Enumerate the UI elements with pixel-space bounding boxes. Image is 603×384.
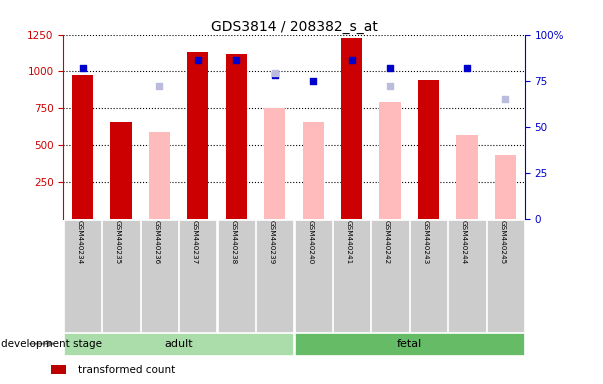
- Text: GSM440237: GSM440237: [192, 220, 198, 265]
- Text: fetal: fetal: [397, 339, 422, 349]
- Point: [500, 96, 510, 102]
- Point: [308, 78, 318, 84]
- Text: development stage: development stage: [1, 339, 102, 349]
- Text: GSM440242: GSM440242: [384, 220, 390, 265]
- Point: [385, 65, 395, 71]
- Point: [232, 57, 241, 63]
- Text: GSM440238: GSM440238: [230, 220, 236, 265]
- Text: GSM440245: GSM440245: [499, 220, 505, 265]
- Text: GSM440241: GSM440241: [346, 220, 352, 265]
- Bar: [341, 38, 362, 219]
- Bar: [264, 108, 285, 219]
- Text: GSM440235: GSM440235: [115, 220, 121, 265]
- Bar: [456, 135, 478, 219]
- Point: [270, 72, 280, 78]
- Point: [154, 83, 164, 89]
- Bar: [188, 52, 209, 219]
- Text: adult: adult: [165, 339, 193, 349]
- Bar: [379, 103, 400, 219]
- Bar: [226, 54, 247, 219]
- Bar: [149, 132, 170, 219]
- Point: [78, 65, 87, 71]
- Point: [347, 57, 356, 63]
- Text: GSM440234: GSM440234: [77, 220, 83, 265]
- Point: [193, 57, 203, 63]
- Bar: [495, 156, 516, 219]
- Text: GSM440243: GSM440243: [423, 220, 429, 265]
- Text: GSM440244: GSM440244: [461, 220, 467, 265]
- Text: GSM440236: GSM440236: [153, 220, 159, 265]
- Text: GSM440240: GSM440240: [307, 220, 313, 265]
- Bar: [303, 122, 324, 219]
- Bar: [72, 75, 93, 219]
- Title: GDS3814 / 208382_s_at: GDS3814 / 208382_s_at: [210, 20, 377, 33]
- Text: transformed count: transformed count: [78, 364, 175, 375]
- Point: [462, 65, 472, 71]
- Bar: [418, 80, 439, 219]
- Text: GSM440239: GSM440239: [269, 220, 275, 265]
- Bar: [110, 122, 131, 219]
- Point: [270, 70, 280, 76]
- Point: [385, 83, 395, 89]
